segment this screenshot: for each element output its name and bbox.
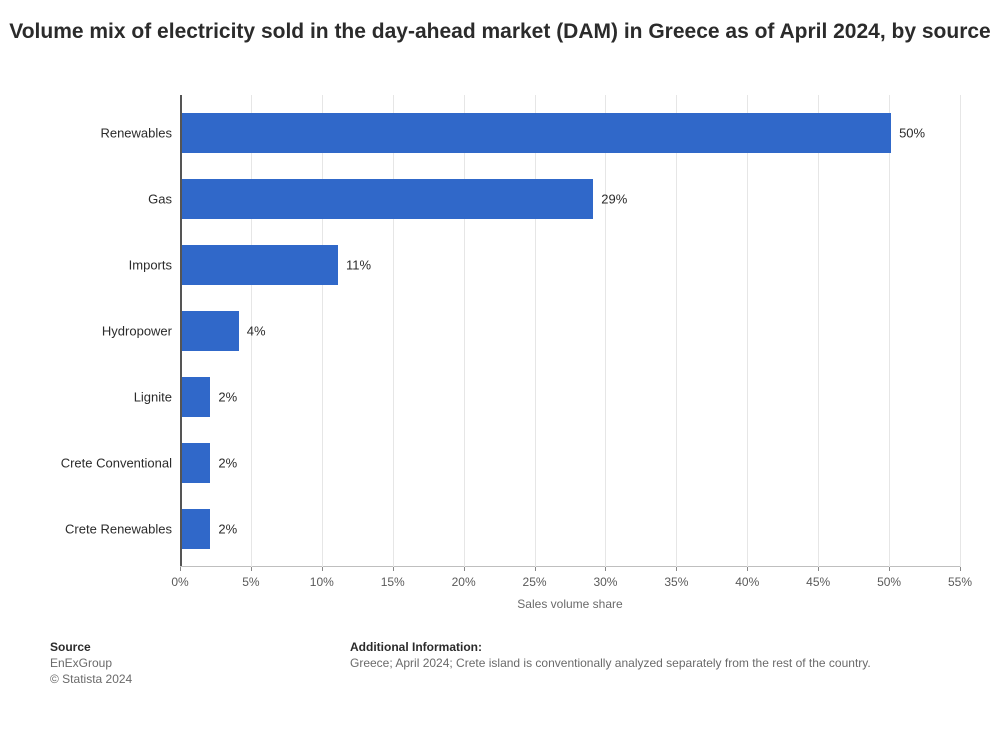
- x-axis-title: Sales volume share: [517, 597, 622, 611]
- bar-value-label: 2%: [218, 456, 237, 471]
- category-label: Imports: [129, 258, 172, 273]
- bar: [182, 179, 593, 219]
- x-tick-mark: [960, 567, 961, 571]
- bar-row: 2%: [182, 509, 210, 549]
- additional-text: Greece; April 2024; Crete island is conv…: [350, 656, 871, 670]
- grid-line: [747, 95, 748, 567]
- bar: [182, 509, 210, 549]
- x-tick-label: 15%: [381, 575, 405, 589]
- x-tick-label: 30%: [593, 575, 617, 589]
- x-tick-mark: [676, 567, 677, 571]
- x-tick-mark: [535, 567, 536, 571]
- x-tick-mark: [251, 567, 252, 571]
- x-tick-label: 35%: [664, 575, 688, 589]
- bar: [182, 377, 210, 417]
- grid-line: [818, 95, 819, 567]
- bar-row: 50%: [182, 113, 891, 153]
- x-tick-label: 0%: [171, 575, 188, 589]
- bar-value-label: 2%: [218, 390, 237, 405]
- category-label: Crete Conventional: [61, 456, 172, 471]
- bar-row: 11%: [182, 245, 338, 285]
- grid-line: [464, 95, 465, 567]
- x-tick-mark: [747, 567, 748, 571]
- bar-value-label: 50%: [899, 126, 925, 141]
- x-tick-label: 45%: [806, 575, 830, 589]
- bar-row: 2%: [182, 377, 210, 417]
- source-heading: Source: [50, 640, 132, 654]
- x-tick-mark: [818, 567, 819, 571]
- x-tick-mark: [464, 567, 465, 571]
- grid-line: [322, 95, 323, 567]
- x-tick-label: 40%: [735, 575, 759, 589]
- bar-row: 2%: [182, 443, 210, 483]
- additional-heading: Additional Information:: [350, 640, 871, 654]
- chart-container: Volume mix of electricity sold in the da…: [0, 0, 1000, 743]
- x-tick-label: 55%: [948, 575, 972, 589]
- x-tick-mark: [180, 567, 181, 571]
- bar: [182, 245, 338, 285]
- x-tick-label: 5%: [242, 575, 259, 589]
- bar-value-label: 2%: [218, 522, 237, 537]
- category-label: Renewables: [100, 126, 172, 141]
- source-line2: © Statista 2024: [50, 672, 132, 686]
- x-tick-label: 20%: [452, 575, 476, 589]
- grid-line: [535, 95, 536, 567]
- grid-line: [676, 95, 677, 567]
- x-tick-label: 50%: [877, 575, 901, 589]
- grid-line: [393, 95, 394, 567]
- x-tick-mark: [322, 567, 323, 571]
- bar-value-label: 29%: [601, 192, 627, 207]
- bar: [182, 311, 239, 351]
- category-label: Crete Renewables: [65, 522, 172, 537]
- bar-row: 4%: [182, 311, 239, 351]
- bar-value-label: 4%: [247, 324, 266, 339]
- x-axis: [180, 566, 960, 567]
- category-label: Gas: [148, 192, 172, 207]
- x-tick-mark: [889, 567, 890, 571]
- source-line1: EnExGroup: [50, 656, 132, 670]
- grid-line: [960, 95, 961, 567]
- x-tick-mark: [605, 567, 606, 571]
- x-tick-label: 25%: [523, 575, 547, 589]
- bar-value-label: 11%: [346, 258, 371, 273]
- grid-line: [605, 95, 606, 567]
- plot-area: Sales volume share 0%5%10%15%20%25%30%35…: [180, 95, 960, 595]
- bar: [182, 443, 210, 483]
- additional-info-block: Additional Information: Greece; April 20…: [350, 640, 871, 670]
- x-tick-label: 10%: [310, 575, 334, 589]
- chart-title: Volume mix of electricity sold in the da…: [0, 18, 1000, 45]
- category-label: Lignite: [134, 390, 172, 405]
- bar: [182, 113, 891, 153]
- source-block: Source EnExGroup © Statista 2024: [50, 640, 132, 686]
- grid-line: [889, 95, 890, 567]
- category-label: Hydropower: [102, 324, 172, 339]
- x-tick-mark: [393, 567, 394, 571]
- bar-row: 29%: [182, 179, 593, 219]
